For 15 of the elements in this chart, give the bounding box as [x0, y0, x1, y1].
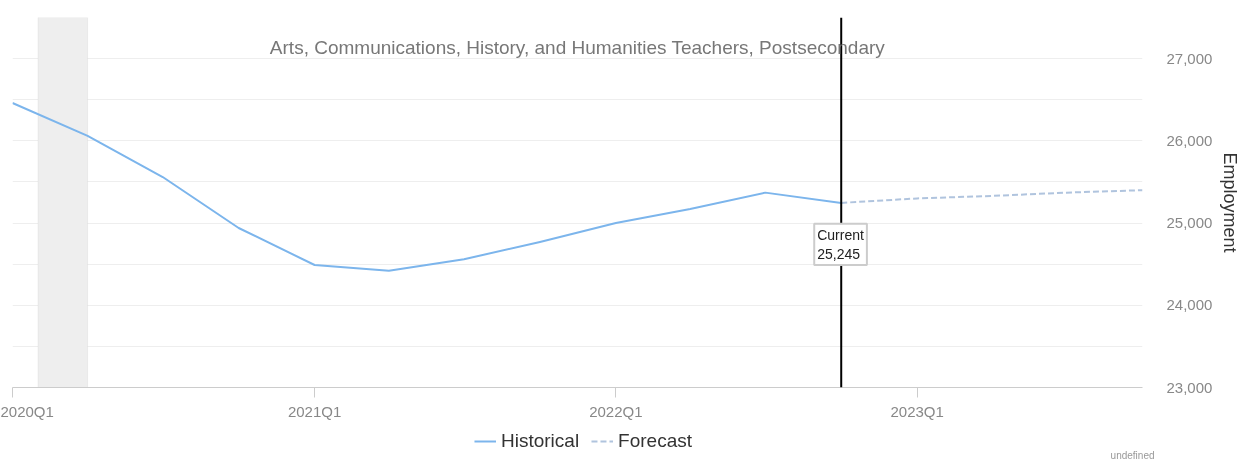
- legend-label: Forecast: [618, 430, 693, 452]
- x-tick-label: 2021Q1: [287, 402, 342, 420]
- annotation: Current 25,245: [817, 226, 865, 262]
- y-tick-label: 27,000: [1166, 49, 1213, 67]
- y-tick-label: 23,000: [1166, 378, 1213, 396]
- y-tick-label: 26,000: [1166, 131, 1213, 149]
- x-tick-label: 2022Q1: [589, 402, 643, 420]
- x-tick-label: 2020Q1: [0, 402, 54, 420]
- text: undefined: [1110, 449, 1155, 461]
- y-axis-title: Employment: [1220, 152, 1241, 253]
- y-tick-label: 24,000: [1166, 296, 1213, 314]
- y-tick-label: 25,000: [1166, 214, 1213, 232]
- legend-label: Historical: [500, 430, 580, 452]
- x-tick-label: 2023Q1: [890, 402, 944, 420]
- line-series: [840, 189, 1143, 204]
